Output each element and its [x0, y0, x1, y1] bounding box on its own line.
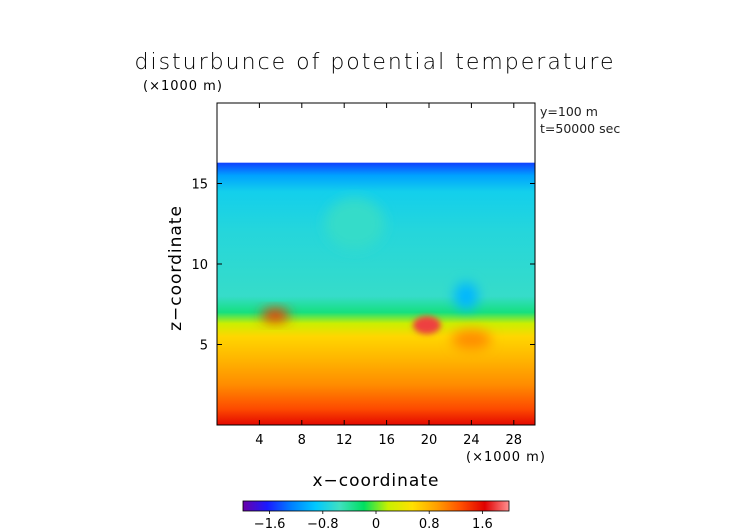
colorbar-tick-label: 0.8 [419, 517, 440, 532]
y-tick-label: 5 [200, 339, 208, 354]
colorbar: −1.6 −0.8 0 0.8 1.6 [242, 500, 510, 532]
x-tick-label: 12 [336, 433, 353, 448]
x-tick-label: 8 [298, 433, 306, 448]
colorbar-scale [242, 500, 510, 512]
colorbar-tick-label: −1.6 [254, 517, 286, 532]
field-image [217, 162, 535, 425]
x-tick-label: 20 [421, 433, 438, 448]
field-gradient [217, 162, 535, 425]
x-tick-label: 16 [378, 433, 395, 448]
field-feature [451, 329, 492, 350]
annotation-t: t=50000 sec [540, 121, 620, 136]
y-tick-label: 10 [191, 258, 208, 273]
field-feature [324, 197, 385, 250]
field-feature [412, 316, 441, 335]
colorbar-tick-label: 0 [372, 517, 380, 532]
x-tick-label: 28 [506, 433, 523, 448]
field-feature [454, 282, 479, 311]
y-tick-label: 15 [191, 178, 208, 193]
colorbar-tick-label: 1.6 [472, 517, 493, 532]
y-axis-label: z−coordinate [166, 205, 186, 331]
x-unit-label: (×1000 m) [466, 450, 546, 465]
x-axis-label: x−coordinate [313, 471, 440, 491]
x-tick-label: 4 [255, 433, 263, 448]
plot-area: 4 8 12 16 20 24 28 5 10 15 [191, 102, 536, 448]
chart-title: disturbunce of potential temperature [135, 50, 616, 75]
colorbar-tick-label: −0.8 [307, 517, 339, 532]
x-tick-label: 24 [463, 433, 480, 448]
annotation-y: y=100 m [540, 104, 598, 119]
field-feature [261, 308, 290, 323]
z-unit-label: (×1000 m) [143, 79, 223, 94]
